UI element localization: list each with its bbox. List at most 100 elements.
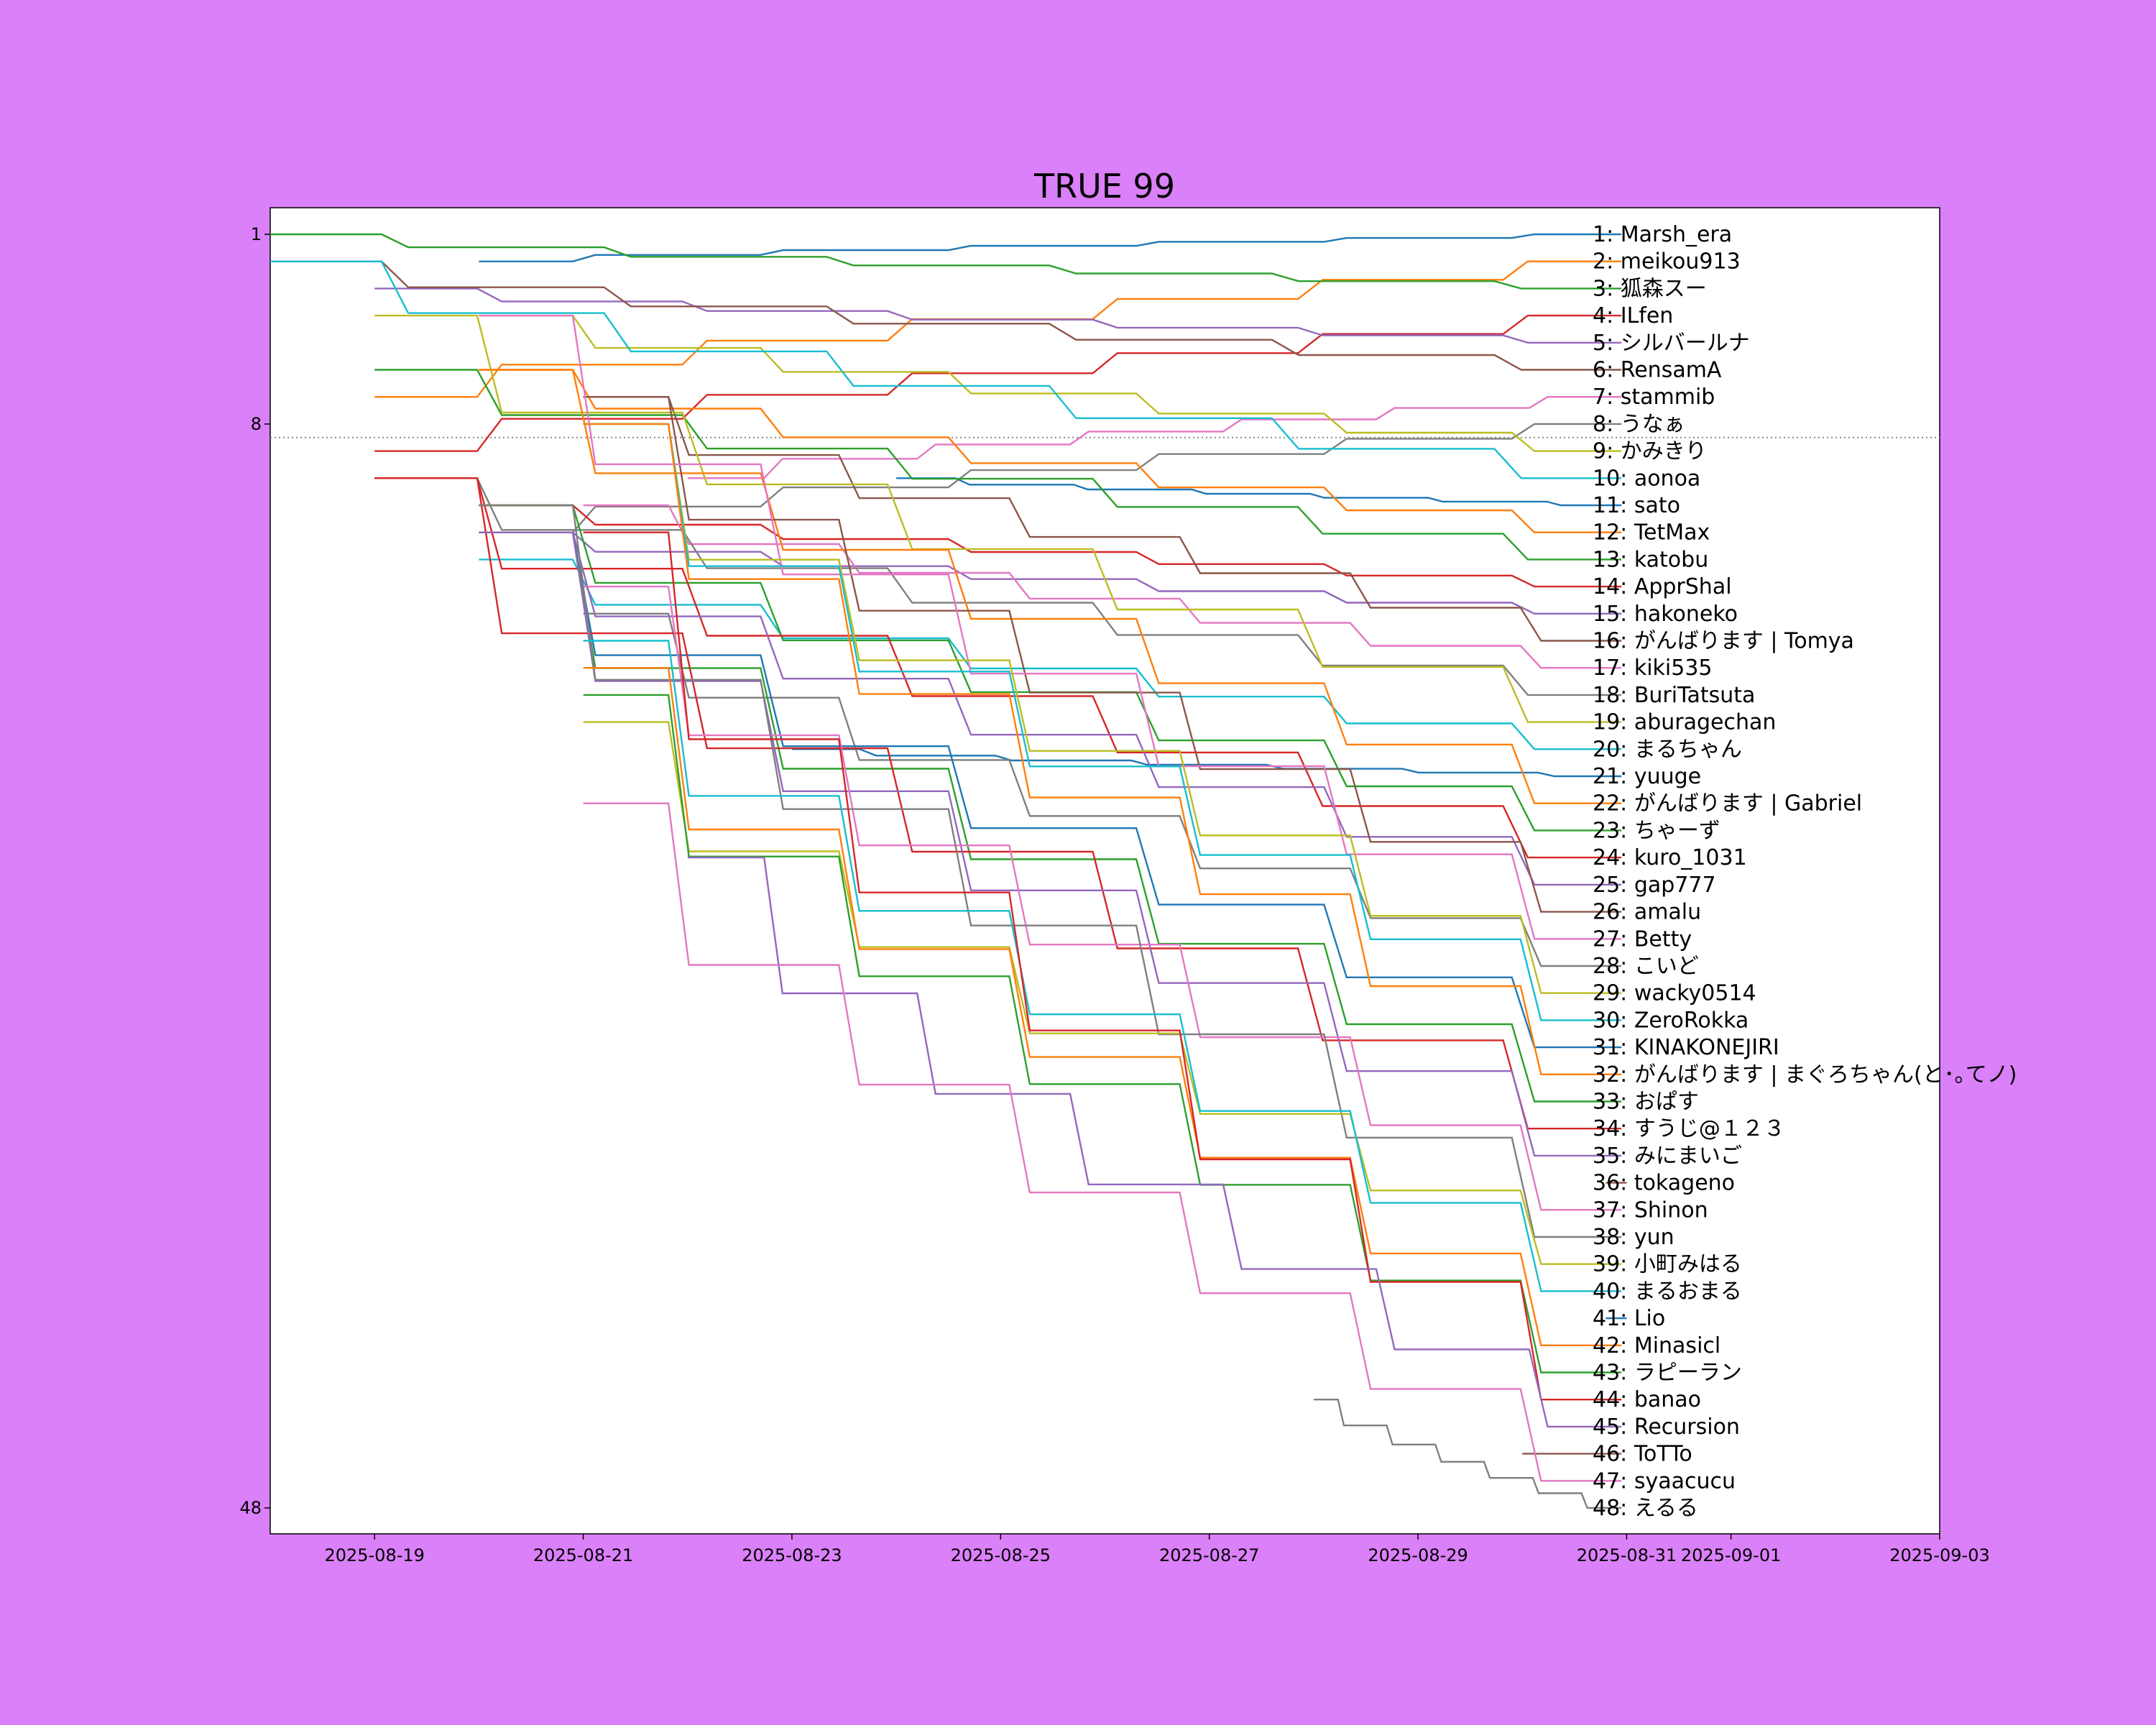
series-line xyxy=(583,504,1622,669)
x-tick-label: 2025-08-31 xyxy=(1577,1545,1677,1565)
y-tick-label: 1 xyxy=(251,224,262,244)
series-label: 38: yun xyxy=(1593,1225,1674,1250)
series-label: 18: BuriTatsuta xyxy=(1593,683,1755,708)
series-line xyxy=(374,314,1622,723)
series-label: 9: かみきり xyxy=(1593,439,1707,464)
series-label: 26: amalu xyxy=(1593,900,1701,925)
series-label: 4: ILfen xyxy=(1593,303,1673,328)
series-line xyxy=(479,558,1622,750)
series-line xyxy=(479,531,1622,886)
series-label: 13: katobu xyxy=(1593,547,1708,572)
series-label: 40: まるおまる xyxy=(1593,1279,1742,1304)
series-label: 21: yuuge xyxy=(1593,764,1701,789)
series-line xyxy=(479,233,1622,262)
series-label: 1: Marsh_era xyxy=(1593,222,1732,247)
series-label: 23: ちゃーず xyxy=(1593,818,1720,843)
series-label: 16: がんばります | Tomya xyxy=(1593,629,1854,654)
series-line xyxy=(583,694,1622,1374)
y-tick-label: 8 xyxy=(251,414,262,434)
series-label: 2: meikou913 xyxy=(1593,249,1741,275)
series-label: 7: stammib xyxy=(1593,385,1715,410)
x-tick-label: 2025-08-19 xyxy=(324,1545,424,1565)
series-label: 28: こいど xyxy=(1593,954,1699,979)
series-layer xyxy=(270,233,1627,1509)
x-tick-label: 2025-08-21 xyxy=(533,1545,633,1565)
series-label: 15: hakoneko xyxy=(1593,602,1738,627)
x-tick-label: 2025-08-25 xyxy=(951,1545,1051,1565)
series-line xyxy=(583,423,1622,1021)
series-label: 37: Shinon xyxy=(1593,1197,1708,1223)
series-label: 24: kuro_1031 xyxy=(1593,845,1747,870)
series-label: 32: がんばります | まぐろちゃん(と･｡てノ) xyxy=(1593,1062,2017,1087)
series-label: 5: シルバールナ xyxy=(1593,331,1750,356)
x-tick-label: 2025-09-03 xyxy=(1889,1545,1989,1565)
series-label: 10: aonoa xyxy=(1593,466,1700,491)
series-line xyxy=(374,477,1622,696)
x-tick-label: 2025-08-29 xyxy=(1368,1545,1468,1565)
series-label: 22: がんばります | Gabriel xyxy=(1593,791,1862,816)
series-label: 19: aburagechan xyxy=(1593,710,1776,735)
series-line xyxy=(270,233,1622,290)
series-label: 34: すうじ@１２３ xyxy=(1593,1116,1785,1141)
series-label: 27: Betty xyxy=(1593,926,1692,952)
series-line xyxy=(583,802,1622,1482)
series-label: 41: Lio xyxy=(1593,1306,1665,1331)
series-label: 47: syaacucu xyxy=(1593,1468,1736,1494)
series-label: 8: うなぁ xyxy=(1593,412,1685,437)
series-line xyxy=(374,369,1622,561)
series-line xyxy=(270,260,1622,371)
chart-title: TRUE 99 xyxy=(1033,167,1175,206)
series-line xyxy=(374,314,1622,452)
series-line xyxy=(479,314,1622,940)
plot-area xyxy=(270,207,1940,1535)
series-label: 31: KINAKONEJIRI xyxy=(1593,1035,1779,1060)
series-line xyxy=(479,369,1622,533)
series-label: 12: TetMax xyxy=(1593,520,1710,546)
x-tick-label: 2025-09-01 xyxy=(1681,1545,1781,1565)
series-label: 42: Minasicl xyxy=(1593,1333,1720,1358)
series-label: 39: 小町みはる xyxy=(1593,1252,1742,1277)
series-line xyxy=(687,396,1622,479)
series-line xyxy=(791,748,1622,778)
series-line xyxy=(583,423,1622,994)
series-label: 6: RensamA xyxy=(1593,358,1722,383)
series-label: 45: Recursion xyxy=(1593,1414,1740,1440)
series-label: 25: gap777 xyxy=(1593,873,1716,898)
series-label: 36: tokageno xyxy=(1593,1171,1735,1196)
series-line xyxy=(1313,1399,1622,1509)
series-line xyxy=(479,423,1622,533)
series-line xyxy=(374,477,1622,859)
series-label: 46: ToTTo xyxy=(1593,1442,1692,1467)
series-line xyxy=(583,667,1622,1346)
series-label: 33: おぱす xyxy=(1593,1089,1699,1114)
series-label: 35: みにまいご xyxy=(1593,1144,1742,1169)
x-axis: 2025-08-19 2025-08-21 2025-08-23 2025-08-25… xyxy=(324,1534,1990,1565)
series-line xyxy=(896,477,1622,507)
series-line xyxy=(583,396,1622,642)
y-tick-label: 48 xyxy=(239,1498,262,1518)
series-label: 20: まるちゃん xyxy=(1593,737,1742,762)
series-line xyxy=(583,396,1622,913)
series-line xyxy=(374,288,1622,344)
x-tick-label: 2025-08-23 xyxy=(742,1545,842,1565)
series-line xyxy=(583,721,1622,1265)
series-line xyxy=(583,585,1622,1211)
series-label: 3: 狐森スー xyxy=(1593,276,1707,301)
series-line xyxy=(583,531,1622,1401)
series-line xyxy=(479,314,1622,452)
x-tick-label: 2025-08-27 xyxy=(1159,1545,1259,1565)
series-line xyxy=(583,423,1622,1075)
series-label: 29: wacky0514 xyxy=(1593,981,1756,1006)
series-line xyxy=(583,640,1622,1292)
series-line xyxy=(687,856,1622,1428)
series-label: 48: えるる xyxy=(1593,1496,1698,1521)
series-label: 17: kiki535 xyxy=(1593,656,1713,681)
series-label: 44: banao xyxy=(1593,1387,1701,1412)
series-line xyxy=(479,369,1622,804)
series-line xyxy=(479,531,1622,1049)
series-line xyxy=(270,260,1622,479)
series-label: 43: ラピーラン xyxy=(1593,1360,1742,1385)
